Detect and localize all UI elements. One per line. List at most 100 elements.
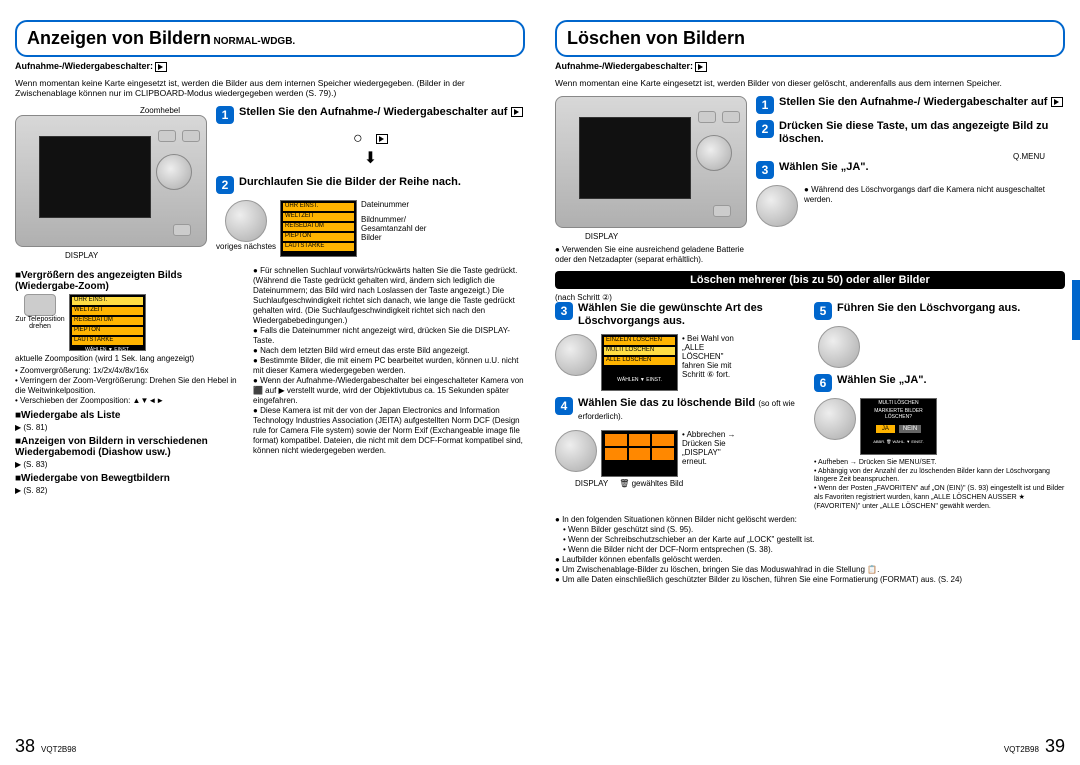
liste-ref: ▶ (S. 81)	[15, 423, 245, 432]
play-icon	[155, 62, 167, 72]
camera-screen-r	[579, 117, 691, 199]
display-label-4: DISPLAY 🗑 gewähltes Bild	[575, 479, 806, 488]
camera-dpad	[156, 154, 192, 190]
camera-btn3	[173, 224, 191, 236]
lcd-step2: UHR EINST. WELTZEIT REISEDATUM PIEPTON L…	[280, 200, 357, 257]
left-lower-col: ■Vergrößern des angezeigten Bilds (Wiede…	[15, 266, 245, 495]
blue-tab	[1072, 280, 1080, 340]
zoom-label: Zoomhebel	[15, 106, 180, 115]
step4-detail: • Abbrechen → Drücken Sie „DISPLAY" erne…	[555, 430, 806, 477]
nach-schritt: (nach Schritt ②)	[555, 293, 1065, 302]
step2r-row: 2 Drücken Sie diese Taste, um das angeze…	[756, 120, 1065, 146]
camera-illustration-right	[555, 96, 747, 228]
switch-line-left: Aufnahme-/Wiedergabeschalter:	[15, 61, 525, 72]
voriges-label: voriges nächstes	[216, 242, 276, 251]
thumb	[652, 434, 674, 446]
step-3b-icon: 3	[555, 302, 573, 320]
zoom-bullets: • Zoomvergrößerung: 1x/2x/4x/8x/16x • Ve…	[15, 366, 245, 406]
bewegt-heading: ■Wiedergabe von Bewegtbildern	[15, 473, 245, 484]
step2-dpad-col: voriges nächstes	[216, 200, 276, 251]
step2-detail: voriges nächstes UHR EINST. WELTZEIT REI…	[216, 200, 525, 257]
lcd-3b: EINZELN LÖSCHEN MULTI LÖSCHEN ALLE LÖSCH…	[601, 334, 678, 391]
modi-heading: ■Anzeigen von Bildern in verschiedenen W…	[15, 436, 245, 458]
step3b-row: 3 Wählen Sie die gewünschte Art des Lösc…	[555, 302, 806, 328]
play-icon	[695, 62, 707, 72]
step-5-icon: 5	[814, 302, 832, 320]
lcd-4	[601, 430, 678, 477]
step-2r-icon: 2	[756, 120, 774, 138]
step3b-text: Wählen Sie die gewünschte Art des Löschv…	[578, 302, 806, 328]
intro-left: Wenn momentan keine Karte eingesetzt ist…	[15, 78, 525, 98]
zoom-lever-icon	[24, 294, 56, 316]
steps-col-left: 1 Stellen Sie den Aufnahme-/ Wiedergabes…	[216, 106, 525, 260]
step6-detail: MULTI LÖSCHEN MARKIERTE BILDER LÖSCHEN? …	[814, 398, 1065, 455]
bewegt-ref: ▶ (S. 82)	[15, 486, 245, 495]
dpad-icon	[225, 200, 267, 242]
step-6-icon: 6	[814, 374, 832, 392]
intro-right: Wenn momentan eine Karte eingesetzt ist,…	[555, 78, 1065, 88]
camera-dpad-r	[696, 135, 732, 171]
page-num-right: 39	[1045, 736, 1065, 757]
camera-screen	[39, 136, 151, 218]
step2-row: 2 Durchlaufen Sie die Bilder der Reihe n…	[216, 176, 525, 194]
thumb	[629, 434, 651, 446]
page-num-left: 38	[15, 736, 35, 757]
play-icon	[1051, 97, 1063, 107]
abbrechen: • Abbrechen → Drücken Sie „DISPLAY" erne…	[682, 430, 742, 466]
step3-detail: ● Während des Löschvorgangs darf die Kam…	[756, 185, 1065, 227]
step1r-row: 1 Stellen Sie den Aufnahme-/ Wiedergabes…	[756, 96, 1065, 114]
lower-block-left: ■Vergrößern des angezeigten Bilds (Wiede…	[15, 266, 525, 495]
step-1-icon: 1	[216, 106, 234, 124]
lcd-zoom: UHR EINST. WELTZEIT REISEDATUM PIEPTON L…	[69, 294, 146, 351]
step1-row: 1 Stellen Sie den Aufnahme-/ Wiedergabes…	[216, 106, 525, 124]
main-bullets-left: ● Für schnellen Suchlauf vorwärts/rückwä…	[253, 266, 525, 495]
step-3r-icon: 3	[756, 161, 774, 179]
thumb	[629, 448, 651, 460]
zoom-detail: Zur Teleposition drehen UHR EINST. WELTZ…	[15, 294, 245, 351]
bottom-bullets-right: ● In den folgenden Situationen können Bi…	[555, 515, 1065, 585]
camera-btn2	[158, 130, 176, 142]
lcd-6: MULTI LÖSCHEN MARKIERTE BILDER LÖSCHEN? …	[860, 398, 937, 455]
step3r-row: 3 Wählen Sie „JA".	[756, 161, 1065, 179]
step6-text: Wählen Sie „JA".	[837, 374, 927, 387]
title-sub-left: NORMAL-WDGB.	[214, 36, 296, 47]
page-right: Löschen von Bildern Aufnahme-/Wiedergabe…	[540, 0, 1080, 765]
code-left: VQT2B98	[41, 745, 76, 754]
filenum-labels: Dateinummer Bildnummer/ Gesamtanzahl der…	[361, 200, 431, 242]
step-2-icon: 2	[216, 176, 234, 194]
dpad-3b	[555, 334, 597, 376]
right-lower-left-col: 3 Wählen Sie die gewünschte Art des Lösc…	[555, 302, 806, 512]
title-right: Löschen von Bildern	[567, 28, 745, 48]
code-right: VQT2B98	[1004, 745, 1039, 754]
camera-col-left: Zoomhebel DISPLAY	[15, 106, 210, 260]
modi-ref: ▶ (S. 83)	[15, 460, 245, 469]
dpad-6	[814, 398, 856, 440]
camera-btn3-r	[713, 205, 731, 217]
warn-note: ● Während des Löschvorgangs darf die Kam…	[804, 185, 1065, 227]
step3r-text: Wählen Sie „JA".	[779, 161, 869, 174]
page-left: Anzeigen von Bildern NORMAL-WDGB. Aufnah…	[0, 0, 540, 765]
camera-btn1-r	[722, 111, 740, 123]
step6-row: 6 Wählen Sie „JA".	[814, 374, 1065, 392]
liste-heading: ■Wiedergabe als Liste	[15, 410, 245, 421]
play-icon	[511, 107, 523, 117]
step1r-text: Stellen Sie den Aufnahme-/ Wiedergabesch…	[779, 96, 1063, 109]
camera-col-right: DISPLAY ● Verwenden Sie eine ausreichend…	[555, 96, 750, 265]
right-bullets: • Aufheben → Drücken Sie MENU/SET. • Abh…	[814, 459, 1065, 512]
step-4-icon: 4	[555, 397, 573, 415]
step4-text: Wählen Sie das zu löschende Bild (so oft…	[578, 397, 806, 423]
upper-block-right: DISPLAY ● Verwenden Sie eine ausreichend…	[555, 96, 1065, 265]
step2r-text: Drücken Sie diese Taste, um das angezeig…	[779, 120, 1065, 146]
thumb	[605, 448, 627, 460]
switch-line-right: Aufnahme-/Wiedergabeschalter:	[555, 61, 1065, 72]
title-box-left: Anzeigen von Bildern NORMAL-WDGB.	[15, 20, 525, 57]
step2-text: Durchlaufen Sie die Bilder der Reihe nac…	[239, 176, 461, 189]
camera-btn2-r	[698, 111, 716, 123]
section-black: Löschen mehrerer (bis zu 50) oder aller …	[555, 271, 1065, 289]
zoompos-label: aktuelle Zoomposition (wird 1 Sek. lang …	[15, 354, 245, 363]
step3b-detail: EINZELN LÖSCHEN MULTI LÖSCHEN ALLE LÖSCH…	[555, 334, 806, 391]
step-1r-icon: 1	[756, 96, 774, 114]
footer-right: VQT2B98 39	[555, 736, 1065, 757]
dpad-5	[818, 326, 860, 368]
title-box-right: Löschen von Bildern	[555, 20, 1065, 57]
